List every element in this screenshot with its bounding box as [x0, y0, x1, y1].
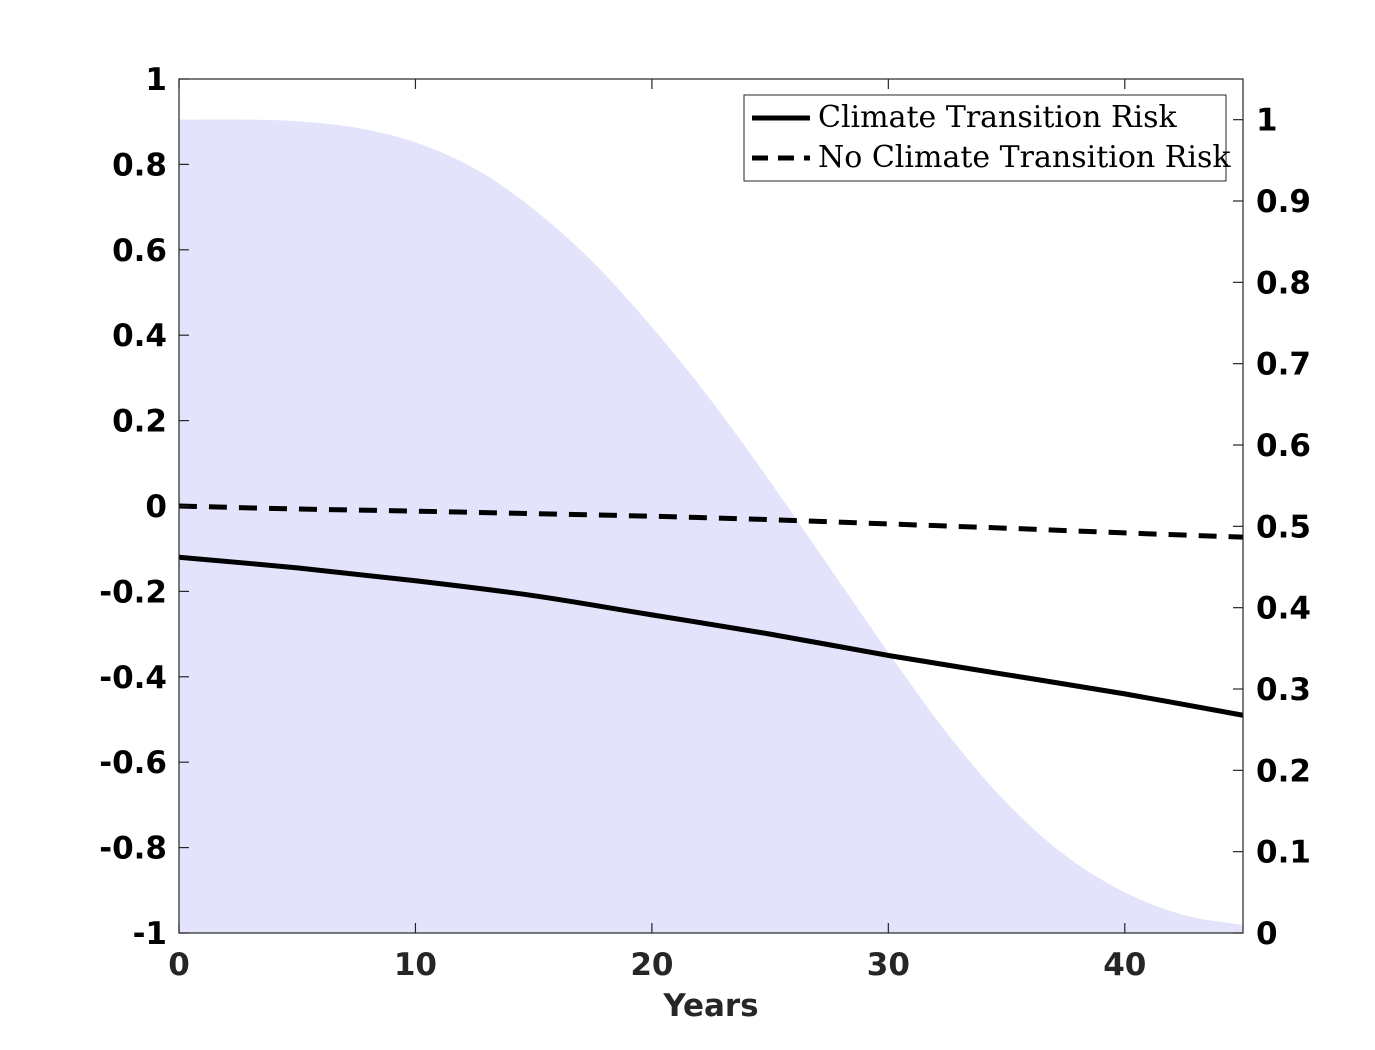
y2-tick-label: 0.4: [1256, 591, 1311, 627]
y2-tick-label: 0.5: [1256, 509, 1311, 545]
y-tick-label: -0.2: [99, 574, 167, 610]
area-shaded-probability: [179, 119, 1243, 934]
x-tick-label: 0: [168, 947, 190, 983]
y-tick-label: -0.4: [99, 660, 167, 696]
series-line-climate-transition-risk: [178, 554, 1244, 718]
y-tick-label: -1: [133, 916, 167, 952]
y2-tick-label: 0.9: [1256, 184, 1311, 220]
y2-tick-label: 0.7: [1256, 347, 1311, 383]
series-line-no-climate-transition-risk: [178, 503, 1244, 540]
x-axis-title: Years: [662, 988, 758, 1024]
x-tick-label: 20: [630, 947, 673, 983]
y-tick-label: -0.6: [99, 745, 167, 781]
y2-tick-label: 0.3: [1256, 672, 1311, 708]
y-tick-label: 1: [145, 62, 167, 98]
y-tick-label: 0.6: [112, 233, 167, 269]
legend-box: [743, 94, 1227, 182]
x-tick-label: 30: [867, 947, 910, 983]
x-tick-label: 40: [1103, 947, 1146, 983]
y2-tick-label: 1: [1256, 103, 1278, 139]
y-tick-label: 0: [145, 489, 167, 525]
legend-label-no-climate-transition-risk: No Climate Transition Risk: [818, 140, 1231, 175]
y2-tick-label: 0.2: [1256, 753, 1311, 789]
y2-tick-label: 0.1: [1256, 835, 1311, 871]
y2-tick-label: 0: [1256, 916, 1278, 952]
y-tick-label: 0.4: [112, 318, 167, 354]
y2-tick-label: 0.8: [1256, 265, 1311, 301]
legend: Climate Transition Risk No Climate Trans…: [743, 94, 1231, 182]
y2-tick-label: 0.6: [1256, 428, 1311, 464]
y-tick-label: 0.2: [112, 404, 167, 440]
legend-label-climate-transition-risk: Climate Transition Risk: [818, 100, 1178, 135]
y-tick-label: -0.8: [99, 831, 167, 867]
x-tick-label: 10: [394, 947, 437, 983]
y-tick-label: 0.8: [112, 147, 167, 183]
